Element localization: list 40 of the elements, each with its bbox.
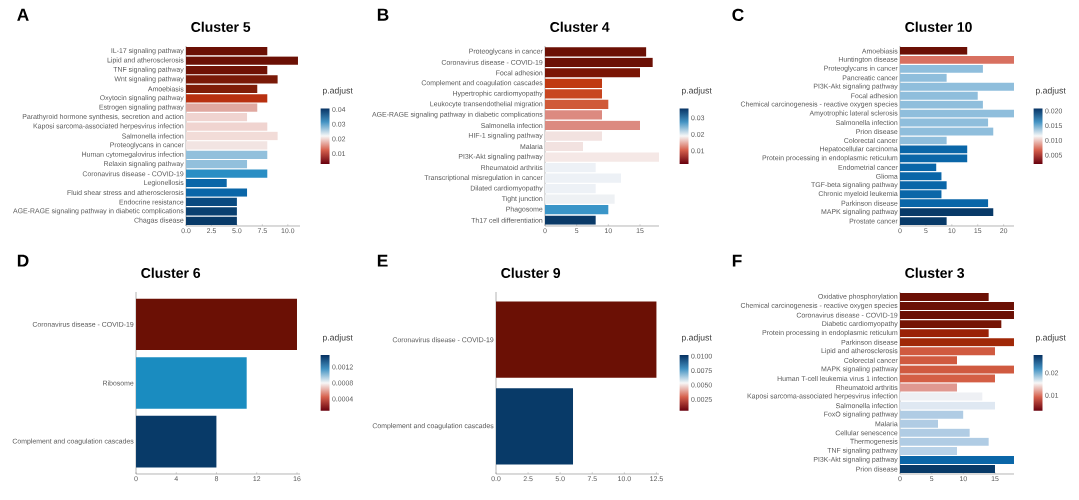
bar xyxy=(899,401,995,410)
bar xyxy=(186,47,268,56)
bar xyxy=(545,78,602,88)
bar xyxy=(545,47,647,57)
text: A xyxy=(17,8,29,21)
text: C xyxy=(732,8,744,21)
text: F xyxy=(732,254,742,267)
bar xyxy=(545,57,653,67)
bar xyxy=(186,169,268,178)
bar xyxy=(545,89,602,99)
bar xyxy=(899,455,1014,464)
chart-title: Cluster 3 xyxy=(905,267,965,278)
bar xyxy=(545,68,640,78)
bar xyxy=(186,103,258,112)
bar xyxy=(545,205,609,215)
bar xyxy=(136,415,217,468)
chart-title: Cluster 4 xyxy=(550,21,610,32)
chart-title: Cluster 10 xyxy=(905,21,972,32)
chart-title: Cluster 5 xyxy=(191,21,251,32)
bar xyxy=(545,99,609,110)
bar xyxy=(899,383,957,392)
text: E xyxy=(377,254,388,267)
bar xyxy=(899,55,1014,64)
color-bar-title: p.adjust xyxy=(681,334,712,343)
color-bar-title: p.adjust xyxy=(1035,87,1066,96)
color-bar-title: p.adjust xyxy=(323,334,353,343)
color-bar-title: p.adjust xyxy=(1035,334,1066,343)
text: D xyxy=(17,254,29,267)
chart-title: Cluster 6 xyxy=(141,267,201,278)
bar xyxy=(545,194,615,204)
bar xyxy=(186,197,237,207)
bar xyxy=(899,392,983,401)
chart-title: Cluster 9 xyxy=(501,267,561,278)
bar xyxy=(899,136,947,145)
bar xyxy=(136,298,297,351)
color-bar-title: p.adjust xyxy=(323,87,353,96)
text: B xyxy=(377,8,389,21)
bar xyxy=(136,357,247,409)
color-bar-title: p.adjust xyxy=(681,87,712,96)
bar xyxy=(186,94,268,103)
